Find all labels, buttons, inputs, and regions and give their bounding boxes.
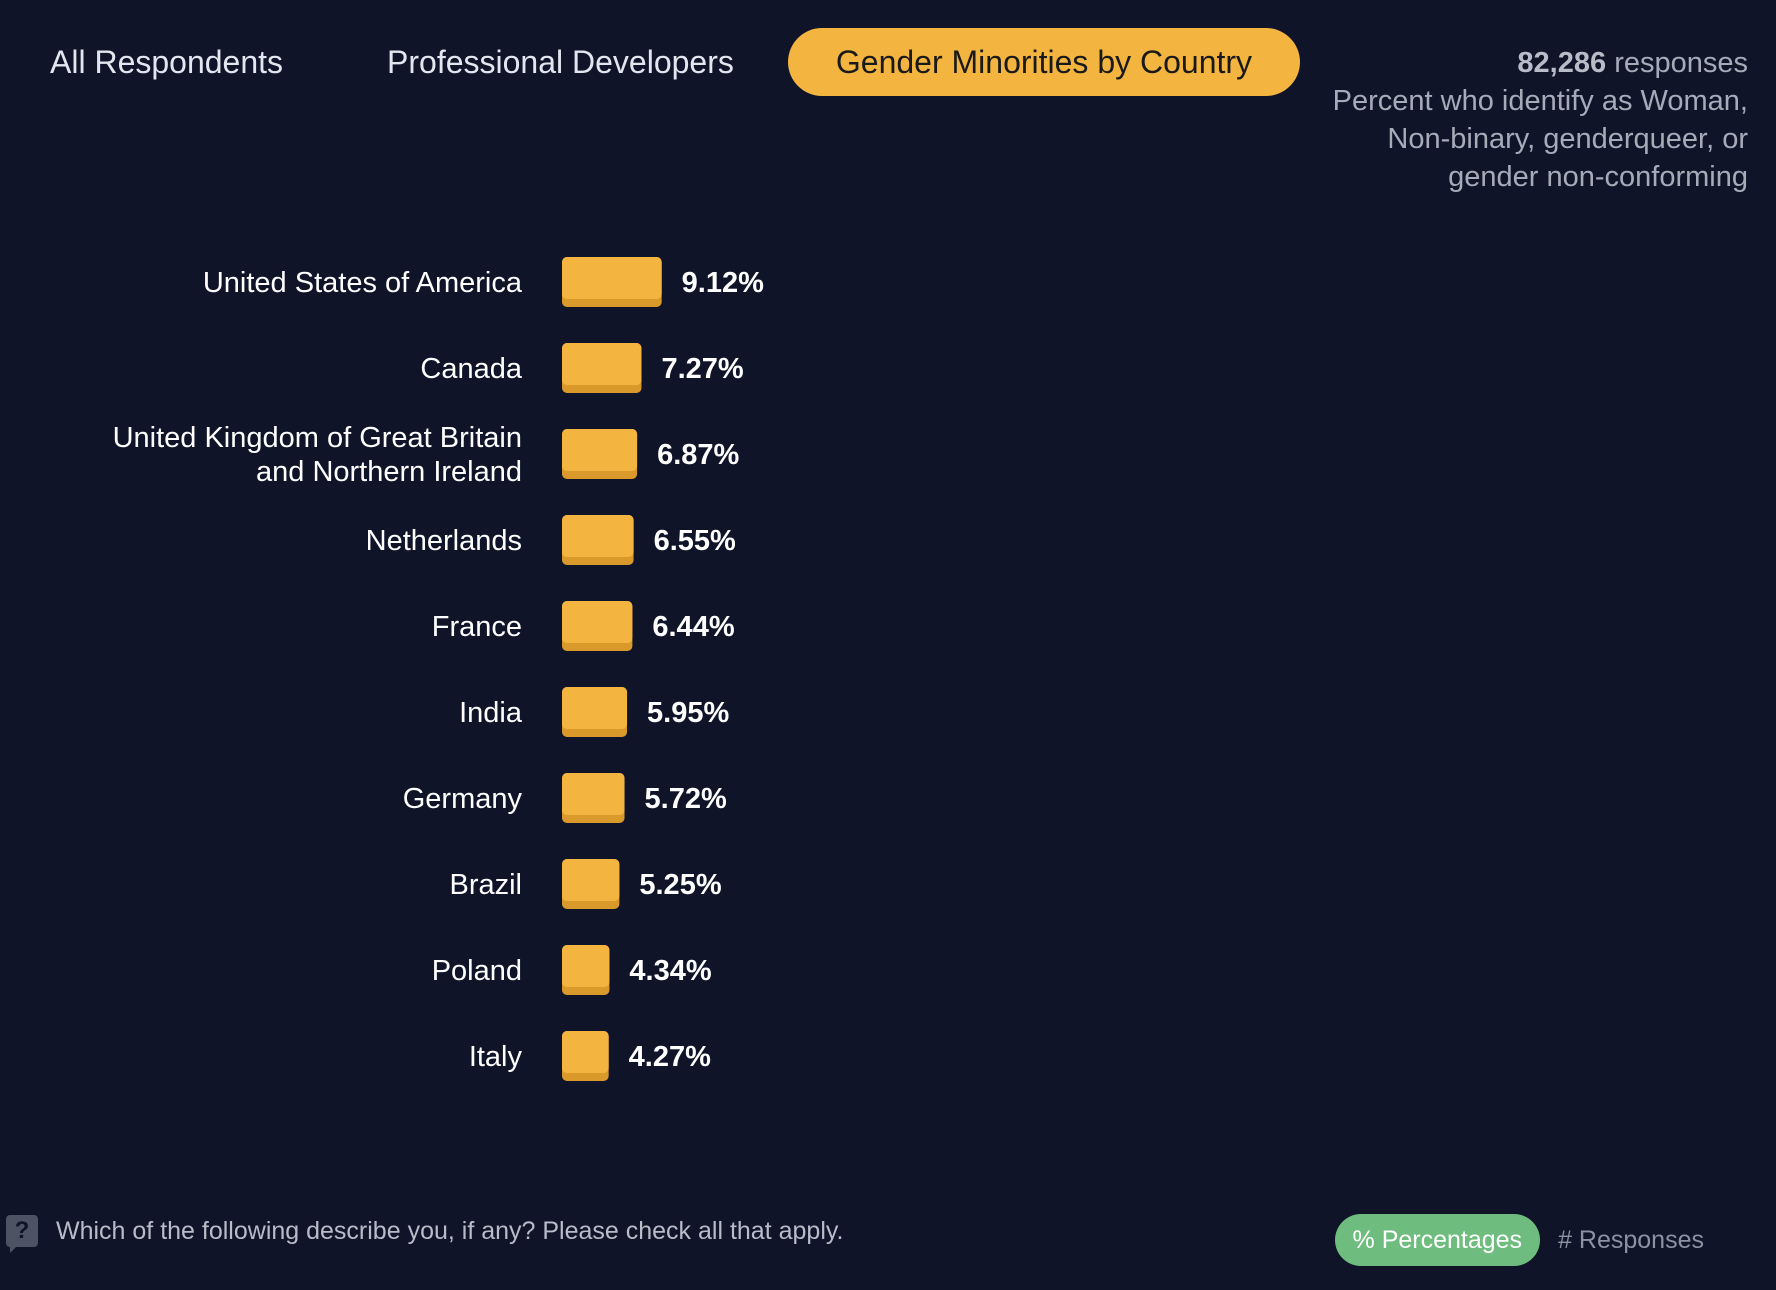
value-label: 7.27%	[661, 353, 743, 385]
category-label-line: Poland	[432, 955, 522, 987]
category-label-line: Brazil	[449, 869, 522, 901]
bar[interactable]	[562, 343, 642, 393]
bar-fill	[562, 945, 610, 987]
bar[interactable]	[562, 945, 610, 995]
bar[interactable]	[562, 773, 625, 823]
category-label-line: France	[432, 611, 522, 643]
category-label-line: India	[459, 697, 523, 729]
category-label: France	[432, 611, 522, 643]
category-label: Netherlands	[366, 525, 522, 557]
bar-fill	[562, 1031, 609, 1073]
value-label: 5.95%	[647, 697, 729, 729]
percentages-toggle-button[interactable]: % Percentages	[1334, 1214, 1541, 1266]
response-count: 82,286	[1517, 47, 1607, 79]
value-label: 5.72%	[645, 783, 727, 815]
category-label-line: Netherlands	[366, 525, 522, 557]
bar-fill	[562, 343, 642, 385]
category-label-line: Canada	[420, 353, 522, 385]
description-line: gender non-conforming	[1448, 161, 1748, 193]
value-label: 4.27%	[629, 1041, 711, 1073]
tab-bar: All Respondents Professional Developers …	[26, 28, 1301, 96]
question-mark-icon[interactable]: ?	[6, 1215, 38, 1253]
bar[interactable]	[562, 1031, 609, 1081]
category-label: Poland	[432, 955, 522, 987]
category-label-line: United States of America	[203, 267, 523, 299]
response-count-suffix: responses	[1614, 47, 1748, 79]
display-toggle: % Percentages # Responses	[1334, 1214, 1722, 1266]
description-line: Percent who identify as Woman,	[1332, 85, 1748, 117]
bar-fill	[562, 773, 625, 815]
responses-toggle-button[interactable]: # Responses	[1558, 1226, 1704, 1254]
response-count-line: 82,286 responses	[1228, 44, 1748, 82]
tab-gender-minorities-by-country[interactable]: Gender Minorities by Country	[787, 28, 1301, 96]
bar-chart: United States of America 9.12% Canada 7.27%…	[113, 257, 764, 1081]
category-label: Italy	[469, 1041, 523, 1073]
value-label: 6.44%	[652, 611, 734, 643]
bar-fill	[562, 429, 638, 471]
tab-professional-developers[interactable]: Professional Developers	[387, 44, 734, 80]
category-label-line: Germany	[403, 783, 523, 815]
value-label: 4.34%	[629, 955, 711, 987]
value-label: 5.25%	[639, 869, 721, 901]
category-label: United Kingdom of Great Britain and North…	[113, 422, 522, 488]
value-label: 6.55%	[654, 525, 736, 557]
bar[interactable]	[562, 257, 662, 307]
bar-fill	[562, 687, 628, 729]
category-label: India	[459, 697, 523, 729]
question-text: Which of the following describe you, if …	[56, 1216, 844, 1245]
question-footer: ? Which of the following describe you, i…	[6, 1215, 844, 1253]
bar-fill	[562, 515, 634, 557]
response-summary: 82,286 responses Percent who identify as…	[1228, 44, 1748, 196]
bar[interactable]	[562, 429, 638, 479]
category-label: United States of America	[203, 267, 523, 299]
category-label-line: and Northern Ireland	[256, 456, 522, 488]
bar[interactable]	[562, 515, 634, 565]
category-label-line: United Kingdom of Great Britain	[113, 422, 522, 454]
category-label: Germany	[403, 783, 523, 815]
category-label: Canada	[420, 353, 522, 385]
description-line: Non-binary, genderqueer, or	[1387, 123, 1748, 155]
bar[interactable]	[562, 859, 620, 909]
bar[interactable]	[562, 601, 633, 651]
bar-fill	[562, 257, 662, 299]
category-label-line: Italy	[469, 1041, 523, 1073]
category-label: Brazil	[449, 869, 522, 901]
tab-all-respondents[interactable]: All Respondents	[50, 44, 284, 80]
bar[interactable]	[562, 687, 628, 737]
value-label: 6.87%	[657, 439, 739, 471]
value-label: 9.12%	[682, 267, 764, 299]
bar-fill	[562, 601, 633, 643]
bar-fill	[562, 859, 620, 901]
